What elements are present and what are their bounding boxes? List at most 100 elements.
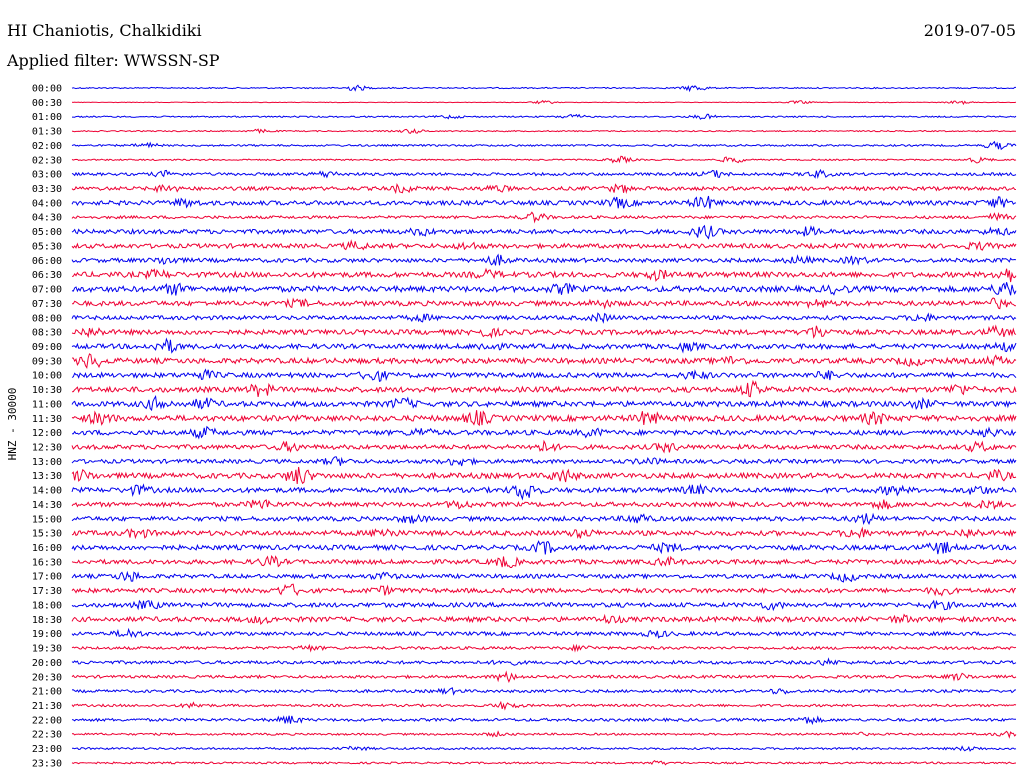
trace-line — [71, 267, 1017, 283]
time-label: 20:00 — [32, 658, 62, 669]
trace-line — [71, 583, 1016, 597]
trace-line — [71, 140, 1017, 151]
time-label: 00:00 — [32, 84, 62, 95]
trace-line — [71, 456, 1017, 467]
time-label: 19:30 — [32, 644, 62, 655]
trace-line — [71, 499, 1017, 511]
time-label: 01:30 — [32, 127, 62, 138]
time-label: 05:00 — [32, 227, 62, 238]
trace-line — [71, 282, 1017, 296]
time-label: 01:00 — [32, 112, 62, 123]
time-label: 05:30 — [32, 241, 62, 252]
time-label: 04:00 — [32, 198, 62, 209]
trace-line — [71, 239, 1017, 251]
trace-line — [71, 643, 1017, 653]
time-label: 17:30 — [32, 586, 62, 597]
time-label: 18:30 — [32, 615, 62, 626]
time-label: 07:00 — [32, 285, 62, 296]
record-date: 2019-07-05 — [923, 21, 1016, 40]
time-label: 21:30 — [32, 701, 62, 712]
time-label: 15:00 — [32, 514, 62, 525]
trace-line — [71, 99, 1017, 106]
trace-line — [71, 155, 1017, 164]
trace-line — [71, 312, 1017, 324]
time-label: 16:30 — [32, 557, 62, 568]
time-label: 11:00 — [32, 399, 62, 410]
trace-line — [71, 526, 1017, 540]
trace-line — [71, 395, 1017, 412]
time-label: 06:30 — [32, 270, 62, 281]
trace-line — [71, 599, 1017, 612]
time-label: 10:00 — [32, 371, 62, 382]
time-label: 03:00 — [32, 170, 62, 181]
trace-line — [71, 168, 1017, 179]
applied-filter: Applied filter: WWSSN-SP — [7, 51, 220, 70]
trace-line — [71, 483, 1017, 501]
time-label: 14:30 — [32, 500, 62, 511]
trace-line — [71, 540, 1017, 555]
trace-line — [71, 368, 1017, 382]
trace-line — [71, 570, 1017, 583]
trace-line — [71, 425, 1017, 440]
time-label: 08:30 — [32, 328, 62, 339]
trace-line — [72, 113, 1017, 120]
time-label: 22:30 — [32, 730, 62, 741]
trace-line — [71, 657, 1017, 666]
trace-line — [71, 687, 1017, 696]
time-label: 12:30 — [32, 443, 62, 454]
time-label: 09:00 — [32, 342, 62, 353]
station-title: HI Chaniotis, Chalkidiki — [7, 21, 202, 40]
trace-line — [71, 379, 1017, 398]
time-label: 17:00 — [32, 572, 62, 583]
time-label: 09:30 — [32, 356, 62, 367]
trace-line — [71, 195, 1017, 209]
time-label: 06:00 — [32, 256, 62, 267]
trace-line — [71, 730, 1017, 739]
trace-line — [71, 554, 1017, 568]
time-label: 02:30 — [32, 155, 62, 166]
trace-line — [71, 84, 1016, 93]
time-label: 02:00 — [32, 141, 62, 152]
trace-line — [71, 410, 1017, 427]
time-label: 18:00 — [32, 600, 62, 611]
time-label: 12:00 — [32, 428, 62, 439]
time-label: 11:30 — [32, 414, 62, 425]
time-label: 14:00 — [32, 486, 62, 497]
time-label: 23:00 — [32, 744, 62, 755]
time-label: 15:30 — [32, 529, 62, 540]
trace-line — [71, 253, 1017, 266]
trace-line — [71, 324, 1017, 339]
time-label: 07:30 — [32, 299, 62, 310]
trace-line — [71, 337, 1017, 354]
trace-line — [71, 700, 1017, 711]
trace-line — [71, 224, 1017, 240]
trace-line — [71, 128, 1017, 135]
trace-line — [71, 211, 1017, 224]
time-label: 08:00 — [32, 313, 62, 324]
time-label: 19:00 — [32, 629, 62, 640]
trace-line — [71, 613, 1017, 626]
trace-line — [71, 627, 1016, 639]
y-axis-label: HNZ - 30000 — [6, 388, 19, 461]
time-label: 21:00 — [32, 687, 62, 698]
trace-line — [71, 466, 1017, 485]
trace-line — [71, 715, 1016, 726]
time-label: 20:30 — [32, 672, 62, 683]
trace-line — [71, 670, 1017, 684]
trace-line — [71, 760, 1017, 766]
trace-line — [71, 182, 1017, 195]
time-label: 10:30 — [32, 385, 62, 396]
time-label: 23:30 — [32, 758, 62, 769]
time-label: 04:30 — [32, 213, 62, 224]
trace-line — [71, 512, 1017, 525]
time-label: 22:00 — [32, 715, 62, 726]
time-label: 03:30 — [32, 184, 62, 195]
time-label: 00:30 — [32, 98, 62, 109]
trace-line — [72, 297, 1017, 310]
trace-line — [72, 745, 1017, 752]
trace-line — [71, 353, 1017, 369]
time-label: 16:00 — [32, 543, 62, 554]
time-label: 13:00 — [32, 457, 62, 468]
time-label: 13:30 — [32, 471, 62, 482]
